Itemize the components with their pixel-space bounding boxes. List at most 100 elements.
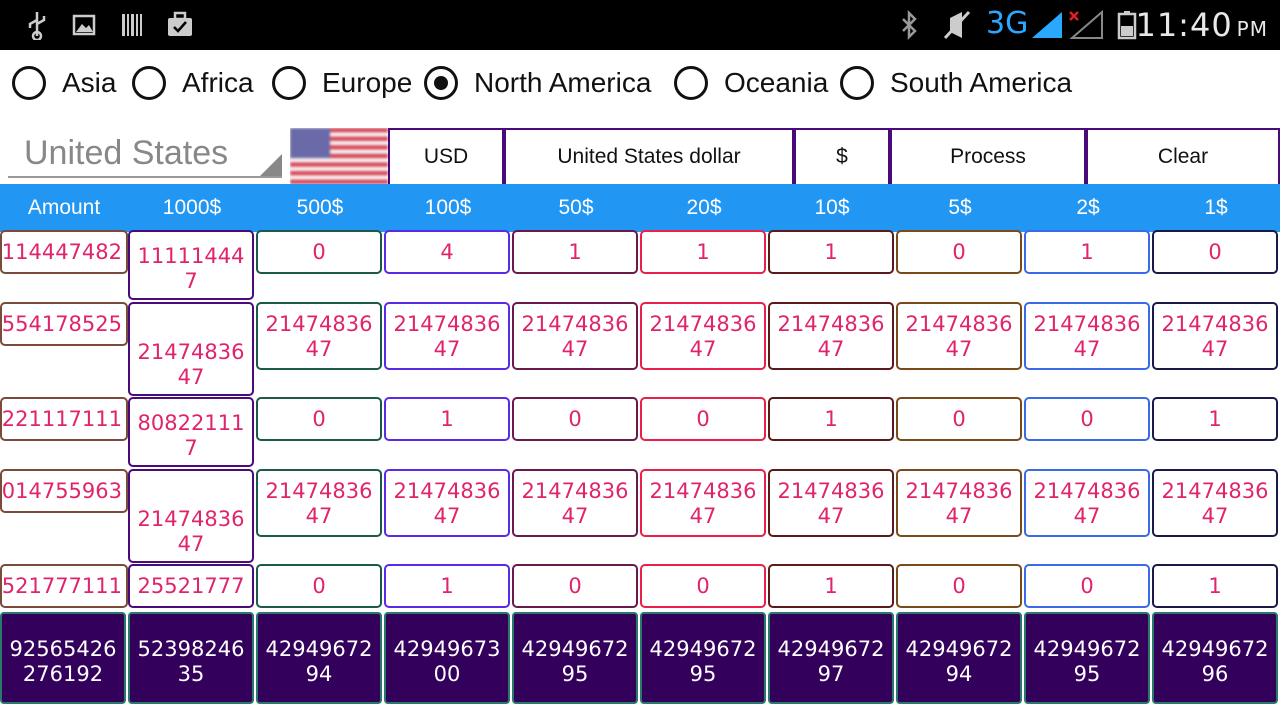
no-signal-icon [1069,10,1103,39]
radio-label: North America [474,67,652,98]
denomination-count-cell: 1 [1152,397,1278,441]
thousand-count-cell: 808221117 [128,397,254,467]
image-icon [72,14,96,36]
amount-input[interactable]: 5554178525 [0,302,128,346]
currency-symbol-box: $ [794,128,890,184]
denomination-count-cell: 0 [640,397,766,441]
amount-input[interactable]: 5521777111 [0,564,128,608]
denomination-count-cell: 1 [768,564,894,608]
process-button[interactable]: Process [890,128,1086,184]
total-cell: 4294967296 [1152,612,1278,704]
denomination-count-cell: 1 [1152,564,1278,608]
header-denomination: 500$ [296,196,344,219]
barcode-icon [122,14,142,36]
radio-label: Africa [182,67,254,98]
radio-button-icon [840,66,874,100]
denomination-count-cell: 1 [640,230,766,274]
briefcase-icon [168,11,192,36]
denomination-count-cell: 2147483647 [384,302,510,370]
radio-button-icon [132,66,166,100]
radio-button-icon [272,66,306,100]
amount-input[interactable]: 5014755963 [0,469,128,513]
currency-code-box: USD [388,128,504,184]
country-value: United States [24,134,229,172]
denomination-count-cell: 0 [256,397,382,441]
status-bar: 3G 11:40 PM [0,0,1280,50]
usb-icon [28,12,46,40]
radio-label: Oceania [724,67,829,98]
denomination-count-cell: 0 [1152,230,1278,274]
denomination-count-cell: 2147483647 [896,469,1022,537]
denomination-count-cell: 1 [512,230,638,274]
clear-button[interactable]: Clear [1086,128,1280,184]
denomination-count-cell: 4 [384,230,510,274]
amount-input[interactable]: 3221117111 [0,397,128,441]
radio-africa[interactable]: Africa [132,58,254,108]
radio-button-icon [674,66,708,100]
header-denomination: 5$ [948,196,972,219]
denomination-count-cell: 1 [1024,230,1150,274]
radio-asia[interactable]: Asia [12,58,116,108]
denomination-count-cell: 2147483647 [1152,469,1278,537]
total-cell: 4294967295 [1024,612,1150,704]
denomination-count-cell: 2147483647 [768,469,894,537]
denomination-header: Amount 1000$ 500$ 100$ 50$ 20$ 10$ 5$ 2$ 1$ [0,184,1280,232]
total-cell: 92565426276192 [0,612,126,704]
denomination-count-cell: 2147483647 [256,469,382,537]
bluetooth-icon [902,10,917,40]
thousand-count-cell: 111114447 [128,230,254,300]
battery-icon [1117,11,1137,40]
denomination-count-cell: 2147483647 [640,302,766,370]
denomination-count-cell: 0 [512,564,638,608]
denomination-count-cell: 2147483647 [1152,302,1278,370]
radio-south-america[interactable]: South America [840,58,1072,108]
country-spinner[interactable]: United States [8,132,282,178]
denomination-count-cell: 0 [896,397,1022,441]
radio-label: South America [890,67,1073,98]
denomination-count-cell: 2147483647 [512,302,638,370]
radio-label: Europe [322,67,413,98]
denomination-count-cell: 2147483647 [384,469,510,537]
total-cell: 4294967295 [512,612,638,704]
radio-oceania[interactable]: Oceania [674,58,828,108]
signal-icon [1032,12,1062,38]
total-cell: 4294967294 [896,612,1022,704]
total-cell: 5239824635 [128,612,254,704]
thousand-count-cell: 2147483647 [128,302,254,396]
currency-name-box: United States dollar [504,128,794,184]
radio-label: Asia [62,67,117,98]
header-denomination: 20$ [686,196,722,219]
amount-input[interactable]: 114447482 [0,230,128,274]
thousand-count-cell: 2147483647 [128,469,254,563]
denomination-count-cell: 1 [384,397,510,441]
denomination-count-cell: 0 [1024,564,1150,608]
radio-button-icon [12,66,46,100]
radio-europe[interactable]: Europe [272,58,412,108]
denomination-count-cell: 2147483647 [1024,302,1150,370]
total-cell: 4294967300 [384,612,510,704]
clock-ampm: PM [1236,17,1268,41]
denomination-count-cell: 0 [256,230,382,274]
total-cell: 4294967295 [640,612,766,704]
total-cell: 4294967294 [256,612,382,704]
mute-icon [943,10,971,40]
denomination-count-cell: 2147483647 [512,469,638,537]
header-denomination: 1000$ [162,196,222,219]
denomination-count-cell: 1 [768,397,894,441]
denomination-count-cell: 0 [512,397,638,441]
network-type: 3G [986,6,1029,41]
header-denomination: 2$ [1076,196,1100,219]
radio-button-icon [424,66,458,100]
header-denomination: 1$ [1204,196,1228,219]
denomination-count-cell: 2147483647 [1024,469,1150,537]
header-denomination: 100$ [424,196,472,219]
radio-north-america[interactable]: North America [424,58,651,108]
header-denomination: 50$ [558,196,594,219]
clock-time: 11:40 [1135,6,1233,44]
denomination-count-cell: 2147483647 [256,302,382,370]
thousand-count-cell: 25521777 [128,564,254,608]
denomination-count-cell: 1 [384,564,510,608]
dropdown-arrow-icon [260,154,282,176]
total-cell: 4294967297 [768,612,894,704]
denomination-count-cell: 0 [256,564,382,608]
